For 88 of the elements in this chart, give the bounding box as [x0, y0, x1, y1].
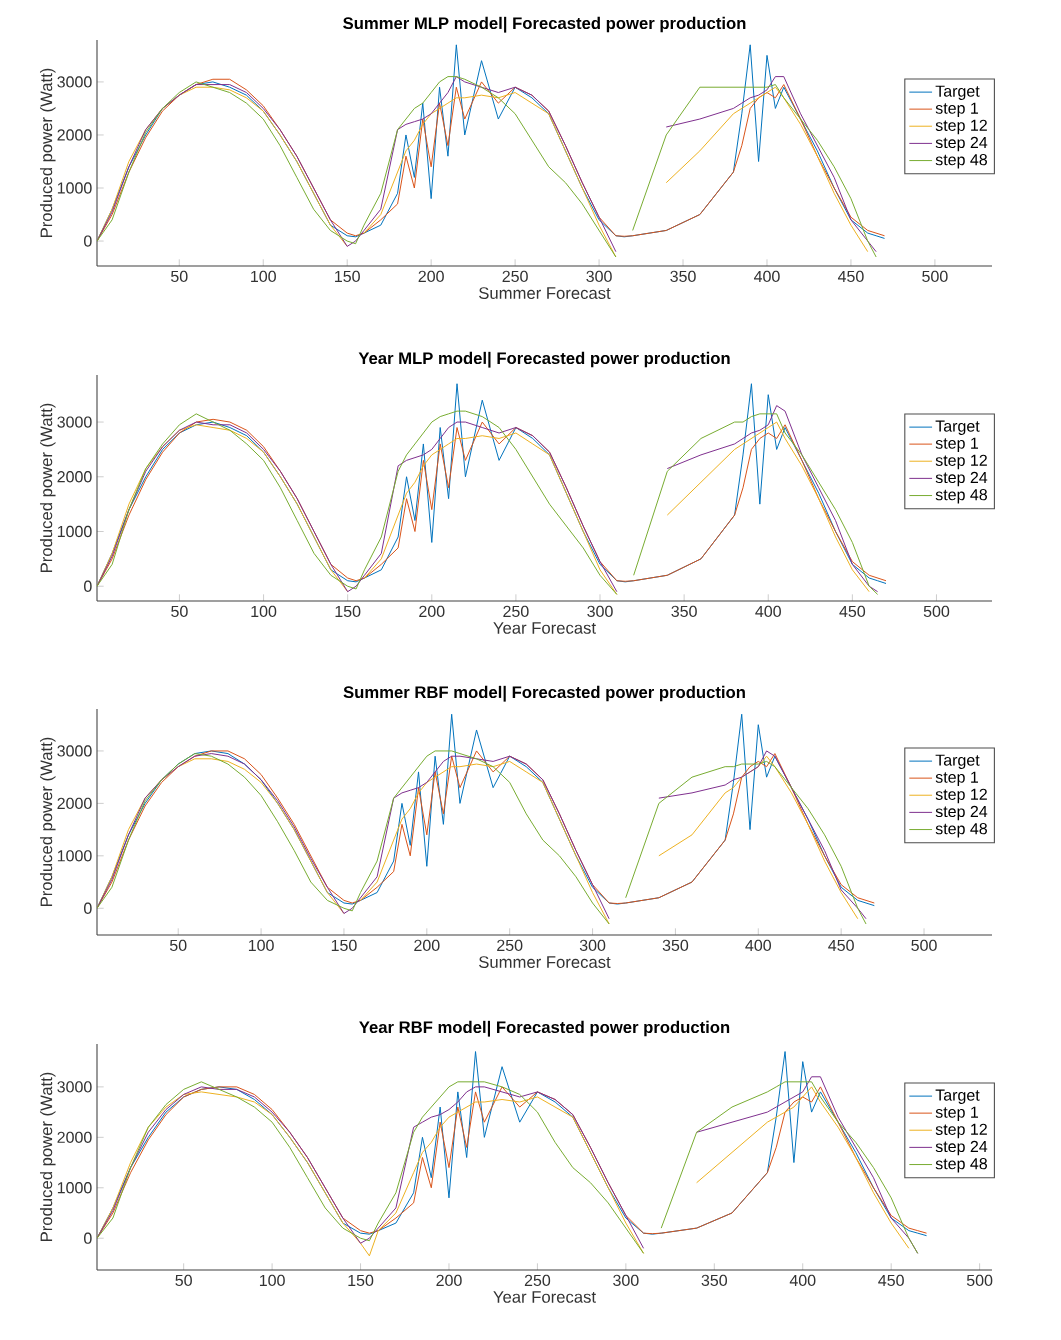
x-tick-label: 450 — [839, 605, 866, 618]
legend-label: step 48 — [935, 153, 988, 169]
x-tick-label: 50 — [171, 270, 188, 283]
y-tick-label: 3000 — [57, 76, 92, 88]
x-tick-label: 250 — [497, 939, 523, 952]
y-tick-label: 1000 — [57, 525, 92, 538]
x-tick-label: 400 — [754, 270, 780, 283]
x-tick-label: 150 — [348, 1274, 374, 1287]
x-tick-label: 450 — [828, 939, 854, 952]
legend-label: step 12 — [935, 1123, 987, 1139]
x-tick-label: 350 — [662, 939, 689, 952]
legend-label: step 12 — [935, 788, 987, 804]
x-tick-label: 100 — [251, 605, 277, 618]
x-tick-label: 450 — [878, 1274, 904, 1287]
x-tick-label: 450 — [837, 270, 864, 283]
y-axis-title: Produced power (Watt) — [40, 737, 56, 907]
x-tick-label: 50 — [175, 1274, 192, 1287]
legend-label: Target — [935, 420, 980, 435]
legend-label: step 12 — [935, 119, 987, 135]
x-tick-label: 100 — [248, 939, 274, 952]
y-tick-label: 2000 — [57, 129, 92, 141]
x-axis-title: Year Forecast — [493, 1291, 596, 1303]
chart-title: Year MLP model| Forecasted power production — [358, 351, 730, 368]
x-tick-label: 300 — [579, 939, 606, 952]
x-tick-label: 150 — [331, 939, 357, 952]
chart-title: Summer RBF model| Forecasted power production — [343, 685, 745, 702]
x-axis-title: Summer Forecast — [479, 287, 611, 299]
legend-label: step 1 — [935, 102, 979, 117]
x-tick-label: 250 — [524, 1274, 551, 1287]
x-tick-label: 200 — [419, 605, 445, 618]
legend-label: step 48 — [935, 1157, 988, 1173]
x-tick-label: 50 — [171, 605, 188, 618]
y-tick-label: 0 — [84, 1232, 92, 1244]
x-tick-label: 500 — [966, 1274, 993, 1287]
x-tick-label: 200 — [414, 939, 440, 952]
legend-label: step 12 — [935, 454, 987, 470]
x-tick-label: 200 — [436, 1274, 462, 1287]
x-axis-title: Year Forecast — [493, 622, 596, 634]
y-tick-label: 0 — [84, 902, 92, 914]
x-tick-label: 300 — [586, 270, 612, 283]
legend-label: step 24 — [935, 471, 988, 487]
y-axis-title: Produced power (Watt) — [40, 403, 56, 573]
x-tick-label: 50 — [169, 939, 187, 952]
y-tick-label: 3000 — [57, 416, 92, 428]
legend-label: step 24 — [935, 805, 988, 821]
y-tick-label: 0 — [84, 235, 92, 247]
x-tick-label: 500 — [923, 605, 950, 618]
x-tick-label: 400 — [745, 939, 772, 952]
legend-label: step 1 — [935, 437, 979, 452]
x-tick-label: 500 — [911, 939, 937, 952]
x-tick-label: 200 — [418, 270, 444, 283]
y-tick-label: 1000 — [57, 1182, 92, 1194]
x-tick-label: 300 — [587, 605, 613, 618]
x-tick-label: 350 — [701, 1274, 728, 1287]
legend-label: step 1 — [935, 771, 979, 786]
x-axis-title: Summer Forecast — [479, 956, 611, 968]
y-tick-label: 3000 — [57, 745, 92, 757]
legend-label: step 1 — [935, 1106, 979, 1121]
legend-label: Target — [935, 85, 980, 100]
x-tick-label: 350 — [671, 605, 697, 618]
y-axis-title: Produced power (Watt) — [40, 68, 56, 238]
y-tick-label: 0 — [84, 580, 92, 592]
y-tick-label: 1000 — [57, 182, 92, 194]
y-tick-label: 3000 — [57, 1081, 92, 1093]
y-tick-label: 1000 — [57, 850, 92, 862]
y-axis-title: Produced power (Watt) — [40, 1072, 56, 1242]
y-tick-label: 2000 — [57, 471, 92, 483]
legend-label: step 48 — [935, 822, 987, 838]
x-tick-label: 350 — [670, 270, 696, 283]
x-tick-label: 150 — [335, 605, 361, 618]
x-tick-label: 400 — [789, 1274, 816, 1287]
x-tick-label: 500 — [922, 270, 948, 283]
y-tick-label: 2000 — [57, 797, 92, 810]
x-tick-label: 100 — [259, 1274, 285, 1287]
legend-label: step 24 — [935, 136, 988, 152]
x-tick-label: 100 — [251, 270, 276, 283]
x-tick-label: 400 — [755, 605, 781, 618]
legend-label: step 48 — [935, 488, 987, 504]
x-tick-label: 250 — [503, 605, 529, 618]
legend-label: step 24 — [935, 1140, 988, 1156]
legend-label: Target — [935, 754, 980, 769]
legend-label: Target — [935, 1089, 980, 1104]
chart-title: Year RBF model| Forecasted power production — [359, 1020, 730, 1037]
y-tick-label: 2000 — [57, 1131, 92, 1143]
x-tick-label: 150 — [335, 270, 360, 283]
chart-title: Summer MLP model| Forecasted power production — [343, 16, 746, 33]
x-tick-label: 250 — [502, 270, 528, 283]
x-tick-label: 300 — [613, 1274, 639, 1287]
